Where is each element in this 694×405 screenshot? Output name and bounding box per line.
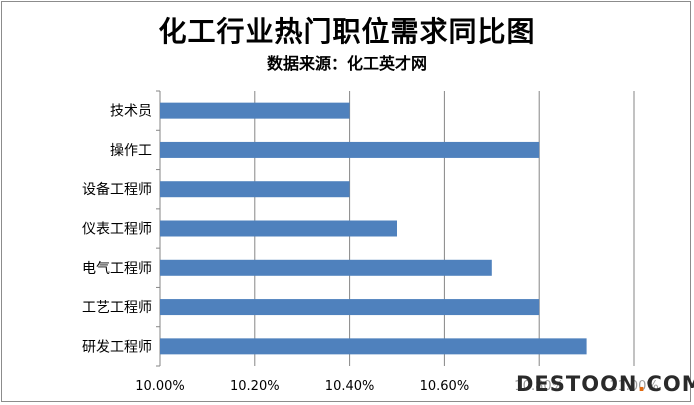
category-label: 电气工程师 xyxy=(82,261,152,277)
x-tick-label: 10.60% xyxy=(420,379,470,394)
category-label: 设备工程师 xyxy=(82,181,152,198)
category-label: 操作工 xyxy=(110,143,152,159)
category-label: 技术员 xyxy=(110,104,152,120)
bar xyxy=(160,338,587,355)
x-tick-label: 10.20% xyxy=(230,379,280,394)
bar xyxy=(160,259,492,276)
bar xyxy=(160,102,350,119)
bar xyxy=(160,299,540,316)
watermark-suffix: COM xyxy=(646,372,694,396)
category-label: 研发工程师 xyxy=(82,339,152,355)
bar xyxy=(160,141,540,158)
bar xyxy=(160,220,397,237)
watermark: DESTOON.COM xyxy=(516,372,694,396)
x-tick-label: 10.40% xyxy=(325,379,375,394)
category-label: 工艺工程师 xyxy=(82,300,152,316)
chart-subtitle: 数据来源：化工英才网 xyxy=(266,54,427,73)
watermark-text: DESTOON xyxy=(516,372,638,396)
category-label: 仪表工程师 xyxy=(82,222,152,238)
watermark-dot: . xyxy=(637,372,647,396)
chart-title: 化工行业热门职位需求同比图 xyxy=(158,15,536,48)
x-tick-label: 10.00% xyxy=(135,379,185,394)
bar xyxy=(160,181,350,198)
